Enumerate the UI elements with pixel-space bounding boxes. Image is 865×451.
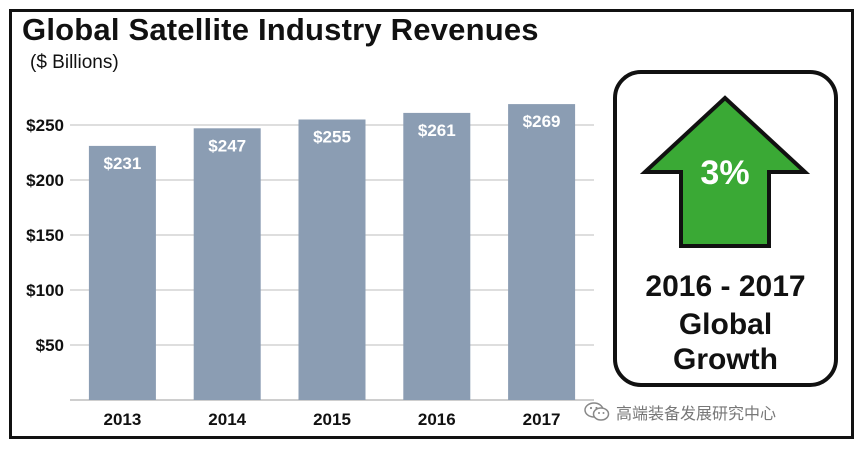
watermark-text: 高端装备发展研究中心 (616, 404, 777, 423)
bar-chart: $50 $100 $150 $200 $250 $231 2013 $247 2014 $255 2… (26, 104, 594, 429)
x-tick-label: 2016 (418, 410, 456, 429)
up-arrow-shape (639, 95, 811, 248)
y-tick-label: $150 (26, 226, 64, 245)
bar (508, 104, 576, 400)
bar (298, 119, 366, 400)
chart-title: Global Satellite Industry Revenues (22, 12, 539, 47)
y-tick-label: $200 (26, 171, 64, 190)
data-label: $247 (208, 136, 246, 155)
data-label: $255 (313, 128, 351, 147)
y-tick-label: $250 (26, 116, 64, 135)
x-tick-label: 2014 (208, 410, 246, 429)
chart-subtitle: ($ Billions) (30, 52, 119, 73)
x-tick-label: 2013 (103, 410, 141, 429)
bar (193, 128, 261, 401)
growth-scope: Global (678, 308, 773, 341)
y-tick-label: $100 (26, 281, 64, 300)
bar (88, 145, 156, 400)
bar (403, 112, 471, 401)
watermark: 高端装备发展研究中心 (584, 400, 776, 424)
x-tick-label: 2017 (523, 410, 561, 429)
growth-label: Growth (673, 343, 778, 376)
data-label: $261 (418, 121, 456, 140)
growth-percent: 3% (700, 154, 749, 192)
up-arrow-icon: 3% (639, 95, 811, 248)
data-label: $269 (523, 112, 561, 131)
x-tick-label: 2015 (313, 410, 351, 429)
growth-period: 2016 - 2017 (645, 270, 806, 303)
data-label: $231 (103, 154, 141, 173)
wechat-icon (584, 402, 610, 421)
growth-panel: 3% 2016 - 2017 Global Growth (613, 70, 838, 387)
y-tick-label: $50 (36, 336, 64, 355)
